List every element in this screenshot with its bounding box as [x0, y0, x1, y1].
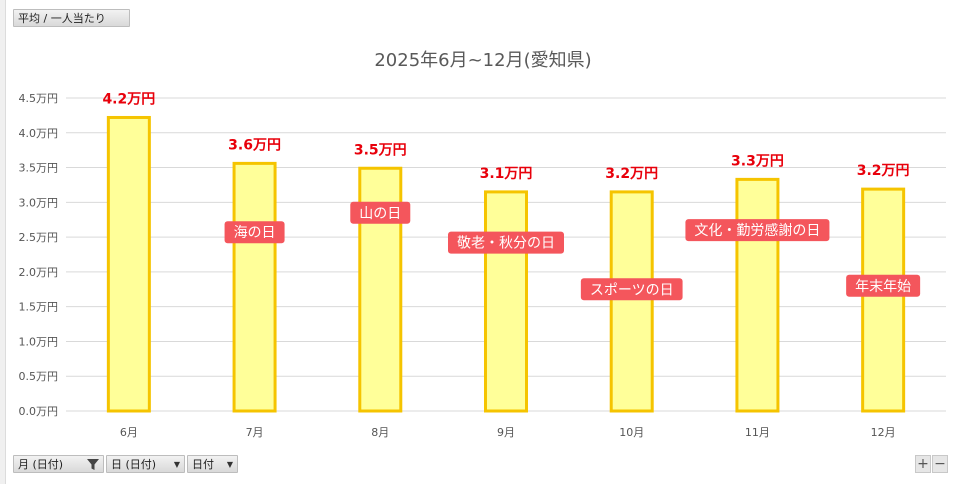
holiday-annotation: 敬老・秋分の日 — [448, 231, 564, 254]
x-tick-label: 6月 — [120, 426, 138, 439]
y-tick-label: 3.0万円 — [19, 196, 59, 209]
date-field-label: 日付 — [192, 458, 214, 471]
y-tick-label: 3.5万円 — [19, 162, 59, 175]
holiday-annotation: 文化・勤労感謝の日 — [685, 219, 830, 242]
day-field-button[interactable]: 日 (日付) ▼ — [106, 455, 185, 473]
dropdown-arrow-icon[interactable]: ▼ — [226, 460, 233, 469]
bar — [484, 190, 528, 413]
annotation-box — [580, 278, 683, 301]
annotation-label: 海の日 — [234, 225, 276, 241]
annotation-box — [846, 274, 921, 297]
bar — [861, 187, 906, 413]
month-field-label: 月 (日付) — [18, 458, 64, 471]
bar — [106, 115, 151, 413]
data-label: 3.3万円 — [731, 153, 784, 169]
data-label: 4.2万円 — [102, 91, 155, 107]
y-tick-label: 0.0万円 — [19, 405, 59, 418]
data-label: 3.5万円 — [354, 142, 407, 158]
y-tick-label: 2.5万円 — [19, 231, 59, 244]
annotation-box — [685, 219, 830, 242]
x-tick-label: 7月 — [246, 426, 264, 439]
annotation-label: 文化・勤労感謝の日 — [694, 222, 820, 239]
month-field-button[interactable]: 月 (日付) — [13, 455, 104, 473]
y-tick-label: 2.0万円 — [19, 266, 59, 279]
holiday-annotation: 山の日 — [350, 201, 411, 224]
chart-title: 2025年6月~12月(愛知県) — [374, 50, 591, 71]
data-label: 3.1万円 — [480, 166, 533, 182]
annotation-label: 年末年始 — [855, 279, 911, 295]
y-tick-label: 1.5万円 — [19, 301, 59, 314]
filter-icon[interactable] — [86, 458, 100, 471]
y-tick-label: 0.5万円 — [19, 370, 59, 383]
holiday-annotation: 海の日 — [224, 221, 285, 244]
bar — [735, 177, 780, 413]
x-tick-label: 9月 — [497, 426, 515, 439]
y-tick-label: 4.5万円 — [19, 92, 59, 105]
holiday-annotation: 年末年始 — [846, 274, 921, 297]
annotation-box — [350, 201, 411, 224]
x-tick-label: 10月 — [619, 426, 644, 439]
dropdown-arrow-icon[interactable]: ▼ — [173, 460, 180, 469]
annotation-box — [224, 221, 285, 244]
x-tick-label: 8月 — [371, 426, 389, 439]
bar — [609, 190, 654, 413]
data-label: 3.2万円 — [857, 163, 910, 179]
day-field-label: 日 (日付) — [111, 458, 157, 471]
x-tick-label: 11月 — [745, 426, 770, 439]
value-field-button[interactable]: 平均 / 一人当たり — [13, 9, 130, 27]
annotation-label: 敬老・秋分の日 — [457, 236, 555, 252]
annotation-label: スポーツの日 — [590, 282, 674, 298]
bar — [232, 161, 277, 413]
sheet-edge — [0, 0, 6, 484]
annotation-box — [448, 231, 564, 254]
data-label: 3.6万円 — [228, 137, 281, 153]
collapse-field-button[interactable]: − — [932, 455, 948, 473]
date-field-button[interactable]: 日付 ▼ — [187, 455, 238, 473]
value-field-label: 平均 / 一人当たり — [18, 12, 106, 25]
y-tick-label: 1.0万円 — [19, 335, 59, 348]
holiday-annotation: スポーツの日 — [580, 278, 683, 301]
x-tick-label: 12月 — [871, 426, 896, 439]
y-tick-label: 4.0万円 — [19, 127, 59, 140]
annotation-label: 山の日 — [359, 206, 401, 222]
expand-field-button[interactable]: + — [915, 455, 931, 473]
data-label: 3.2万円 — [605, 166, 658, 182]
